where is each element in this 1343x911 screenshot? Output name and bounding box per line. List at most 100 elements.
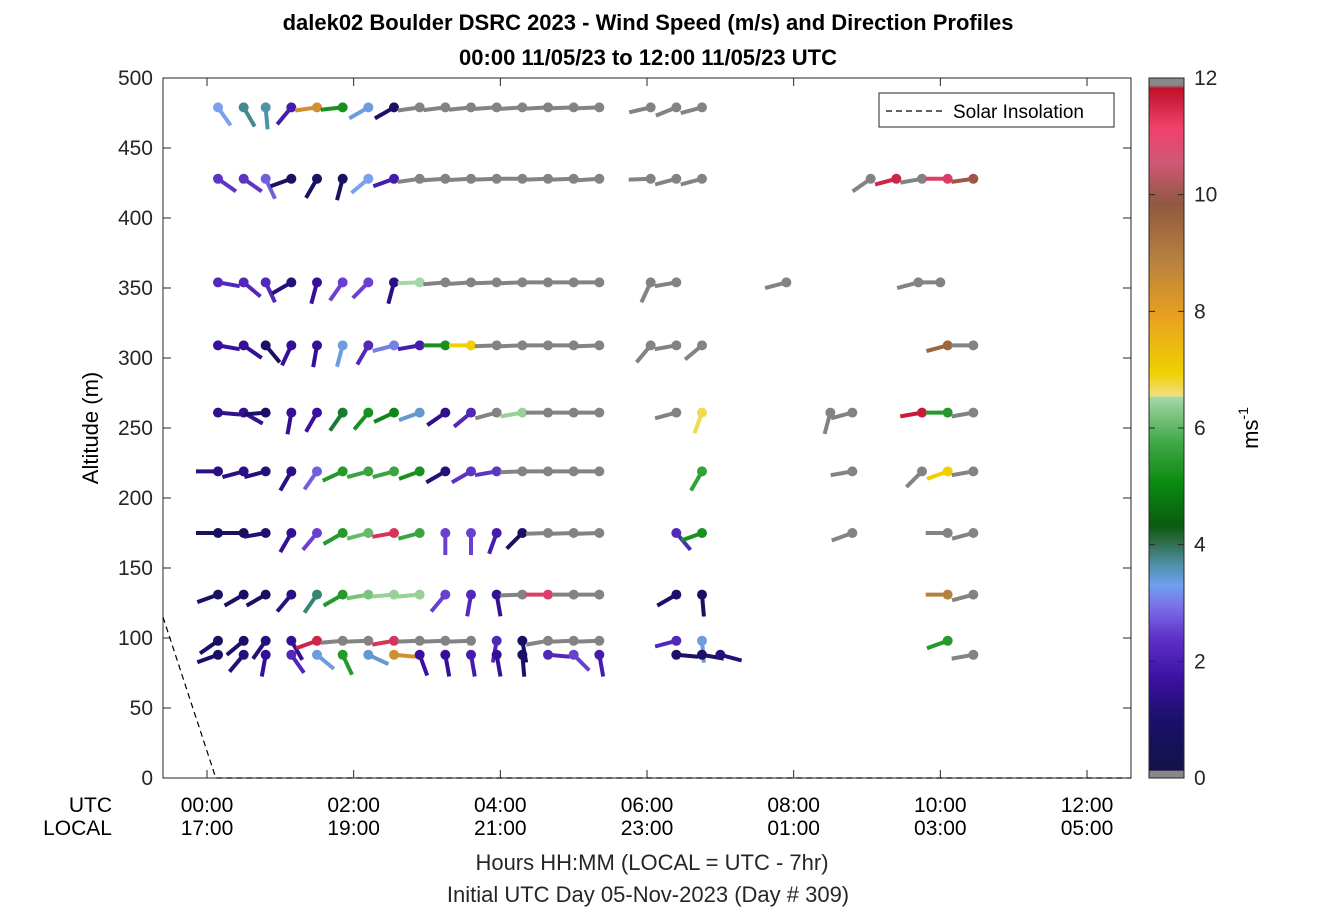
wind-barb-dot xyxy=(363,407,374,418)
wind-barb-dot xyxy=(517,407,528,418)
wind-barb-dot xyxy=(568,173,579,184)
wind-barb-dot xyxy=(389,173,399,184)
wind-barb-dot xyxy=(568,466,579,477)
wind-barb-dot xyxy=(466,173,476,184)
colorbar-label: ms-1 xyxy=(1235,407,1263,449)
wind-barb-dot xyxy=(968,173,979,184)
x-tick-label-local: 19:00 xyxy=(327,817,380,840)
wind-barb-dot xyxy=(671,635,682,646)
wind-barb-dot xyxy=(260,649,271,660)
x-axis-label: Hours HH:MM (LOCAL = UTC - 7hr) xyxy=(475,850,828,875)
wind-barb-dot xyxy=(238,635,249,646)
wind-barb-dot xyxy=(363,277,374,288)
wind-barb-dot xyxy=(213,340,223,351)
wind-barb-dot xyxy=(414,340,425,351)
y-tick-label: 150 xyxy=(118,557,153,580)
wind-barb-dot xyxy=(312,340,322,351)
wind-barb-dot xyxy=(260,528,271,538)
wind-barb-dot xyxy=(337,589,348,600)
wind-barb-dot xyxy=(260,635,271,646)
wind-barb-dot xyxy=(466,277,476,288)
wind-barb-dot xyxy=(213,649,223,660)
wind-barb-dot xyxy=(389,277,399,288)
x-tick-label-utc: 12:00 xyxy=(1061,794,1114,817)
wind-barb-dot xyxy=(363,102,374,113)
chart-subtitle: 00:00 11/05/23 to 12:00 11/05/23 UTC xyxy=(459,45,837,70)
wind-barb-dot xyxy=(568,340,579,351)
wind-barb-dot xyxy=(942,528,953,538)
wind-barb-dot xyxy=(213,466,223,477)
colorbar-tick-label: 0 xyxy=(1194,767,1206,790)
wind-barb-dot xyxy=(697,528,707,538)
wind-barb-dot xyxy=(238,649,249,660)
x-tick-label-local: 03:00 xyxy=(914,817,967,840)
x-tick-label-utc: 00:00 xyxy=(181,794,234,817)
wind-barb-dot xyxy=(594,635,605,646)
wind-barb-dot xyxy=(847,528,858,538)
wind-barb-dot xyxy=(942,340,953,351)
wind-barb-dot xyxy=(697,589,707,600)
wind-barb-dot xyxy=(414,277,425,288)
x-tick-label-local: 01:00 xyxy=(767,817,820,840)
wind-barb-dot xyxy=(671,173,682,184)
wind-barb-dot xyxy=(286,173,297,184)
wind-barb-dot xyxy=(363,649,374,660)
wind-barb-dot xyxy=(238,173,249,184)
y-tick-label: 100 xyxy=(118,627,153,650)
wind-barb-dot xyxy=(260,466,271,477)
wind-barb-dot xyxy=(942,589,953,600)
wind-barb-dot xyxy=(312,466,322,477)
wind-barb-dot xyxy=(389,407,399,418)
wind-barb-dot xyxy=(942,407,953,418)
local-row-label: LOCAL xyxy=(43,817,112,840)
wind-barb-dot xyxy=(389,466,399,477)
wind-barbs xyxy=(196,102,979,677)
wind-barb-dot xyxy=(312,407,322,418)
wind-barb-dot xyxy=(671,528,682,538)
wind-barb-dot xyxy=(389,528,399,538)
wind-barb-dot xyxy=(568,102,579,113)
wind-barb-dot xyxy=(363,528,374,538)
wind-barb-dot xyxy=(825,407,836,418)
x-tick-label-local: 05:00 xyxy=(1061,817,1114,840)
wind-barb-dot xyxy=(440,635,451,646)
wind-barb-dot xyxy=(363,635,374,646)
x-tick-label-utc: 02:00 xyxy=(327,794,380,817)
colorbar-tick-label: 2 xyxy=(1194,650,1206,673)
wind-barb-dot xyxy=(440,466,451,477)
wind-barb-dot xyxy=(968,340,979,351)
wind-barb-dot xyxy=(337,466,348,477)
wind-barb-dot xyxy=(363,173,374,184)
x-tick-label-utc: 04:00 xyxy=(474,794,527,817)
legend: Solar Insolation xyxy=(878,92,1115,128)
wind-barb-dot xyxy=(466,340,476,351)
wind-barb-dot xyxy=(968,407,979,418)
wind-barb-dot xyxy=(440,277,451,288)
wind-barb-dot xyxy=(260,407,271,418)
wind-barb-dot xyxy=(697,466,707,477)
wind-barb-dot xyxy=(337,102,348,113)
wind-barb-dot xyxy=(491,649,502,660)
wind-barb-dot xyxy=(517,340,528,351)
wind-barb-dot xyxy=(213,277,223,288)
wind-barb-dot xyxy=(697,649,707,660)
wind-barb-dot xyxy=(440,407,451,418)
wind-barb-dot xyxy=(466,466,476,477)
wind-barb-dot xyxy=(260,277,271,288)
wind-barb-dot xyxy=(414,635,425,646)
wind-barb-dot xyxy=(238,340,249,351)
wind-barb-dot xyxy=(847,466,858,477)
wind-barb-dot xyxy=(491,466,502,477)
wind-barb-dot xyxy=(865,173,876,184)
y-axis-label: Altitude (m) xyxy=(78,372,103,484)
wind-barb-dot xyxy=(781,277,792,288)
legend-box xyxy=(878,92,1115,128)
wind-barb-dot xyxy=(440,649,451,660)
wind-barb-dot xyxy=(543,173,553,184)
wind-barb-dot xyxy=(968,528,979,538)
wind-barb-dot xyxy=(697,173,707,184)
wind-barb-dot xyxy=(286,102,297,113)
wind-barb-dot xyxy=(568,277,579,288)
wind-barb-dot xyxy=(337,635,348,646)
wind-barb-dot xyxy=(942,635,953,646)
